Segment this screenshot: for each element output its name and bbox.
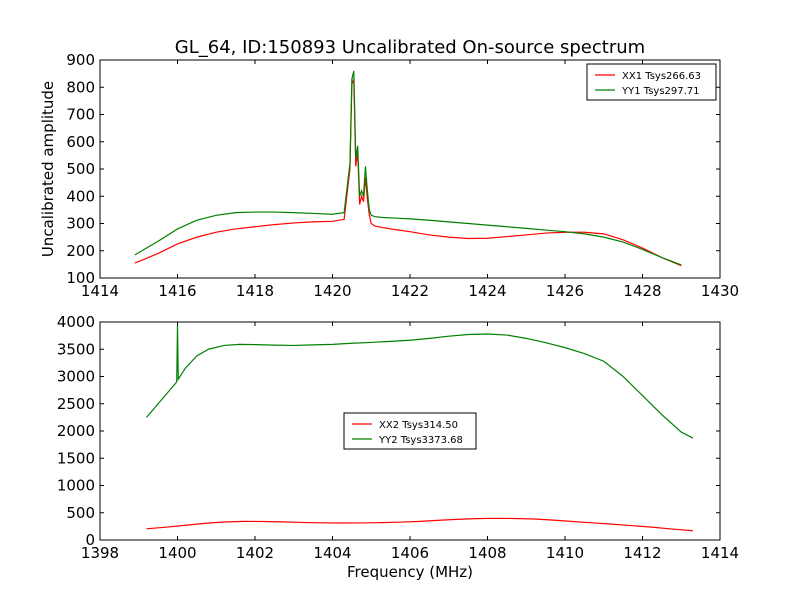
y-tick-label: 3000 [57, 368, 95, 386]
y-tick-label: 400 [66, 187, 95, 205]
series-line-xx2 [146, 517, 693, 532]
y-tick-label: 1000 [57, 477, 95, 495]
x-tick-label: 1408 [468, 544, 506, 562]
x-tick-label: 1404 [313, 544, 351, 562]
y-tick-label: 2000 [57, 422, 95, 440]
legend-entry: YY2 Tsys3373.68 [378, 435, 463, 446]
x-tick-label: 1400 [158, 544, 196, 562]
legend-entry: XX1 Tsys266.63 [622, 71, 701, 82]
y-tick-label: 500 [66, 160, 95, 178]
top-subplot: 1414 1416 1418 1420 1422 1424 1426 1428 1430 100 2… [66, 51, 739, 300]
series-line-yy1 [134, 70, 682, 266]
x-tick-label: 1420 [313, 282, 351, 300]
x-tick-label: 1406 [391, 544, 429, 562]
x-tick-label: 1418 [236, 282, 274, 300]
y-tick-label: 700 [66, 106, 95, 124]
x-tick-label: 1428 [623, 282, 661, 300]
x-tick-label: 1426 [546, 282, 584, 300]
y-tick-label: 200 [66, 242, 95, 260]
x-tick-label: 1410 [546, 544, 584, 562]
y-tick-label: 800 [66, 78, 95, 96]
x-tick-label: 1414 [81, 282, 119, 300]
x-tick-label: 1414 [701, 544, 739, 562]
legend-box [343, 412, 477, 450]
x-tick-label: 1398 [81, 544, 119, 562]
x-tick-label: 1412 [623, 544, 661, 562]
y-axis-label-top: Uncalibrated amplitude [39, 81, 57, 257]
y-tick-label: 3500 [57, 340, 95, 358]
x-tick-label: 1416 [158, 282, 196, 300]
x-tick-label: 1422 [391, 282, 429, 300]
chart-title: GL_64, ID:150893 Uncalibrated On-source … [175, 37, 645, 58]
x-tick-label: 1424 [468, 282, 506, 300]
x-tick-label: 1402 [236, 544, 274, 562]
y-tick-label: 2500 [57, 395, 95, 413]
legend-box [586, 63, 717, 101]
x-axis-label-bottom: Frequency (MHz) [347, 563, 473, 581]
y-tick-label: 100 [66, 269, 95, 287]
y-tick-label: 900 [66, 51, 95, 69]
series-line-xx1 [134, 78, 682, 267]
y-tick-label: 0 [85, 531, 95, 549]
legend-entry: YY1 Tsys297.71 [621, 86, 700, 97]
x-tick-label: 1430 [701, 282, 739, 300]
series-line-yy2 [146, 324, 694, 439]
y-tick-label: 1500 [57, 449, 95, 467]
y-tick-label: 300 [66, 215, 95, 233]
y-tick-label: 600 [66, 133, 95, 151]
legend-entry: XX2 Tsys314.50 [379, 420, 458, 431]
y-tick-label: 500 [66, 504, 95, 522]
bottom-subplot: 1398 1400 1402 1404 1406 1408 1410 1412 1414 0 500… [57, 313, 739, 562]
y-tick-label: 4000 [57, 313, 95, 331]
